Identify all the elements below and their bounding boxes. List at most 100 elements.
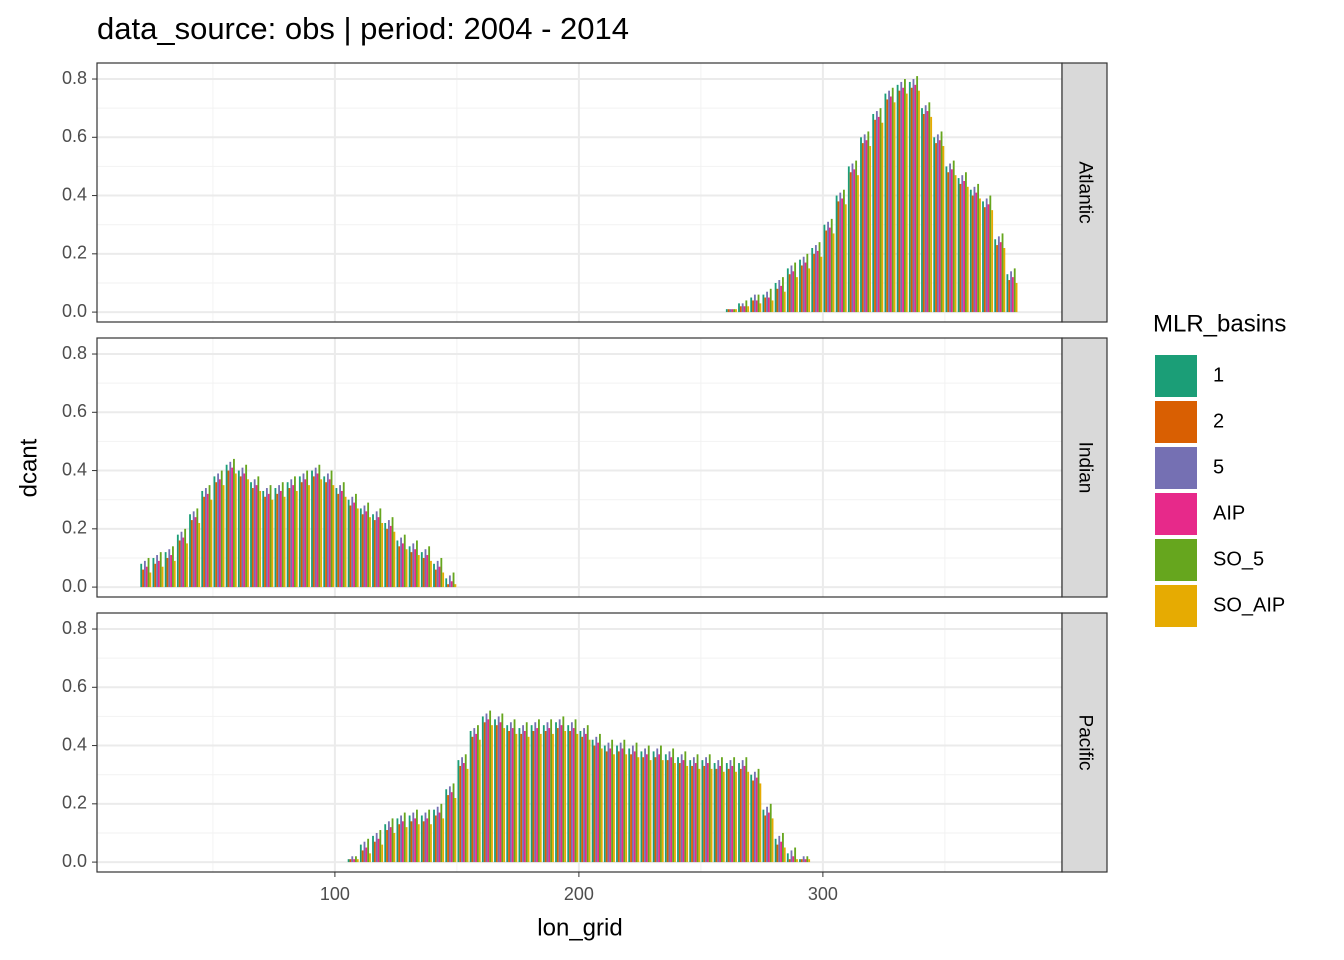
bar — [729, 760, 732, 863]
bar — [448, 786, 451, 863]
strip-label: Indian — [1074, 442, 1095, 494]
bar — [661, 760, 664, 863]
bar — [1015, 282, 1018, 313]
bar — [381, 523, 384, 588]
bar — [933, 137, 936, 313]
bar — [442, 818, 445, 863]
bar — [647, 745, 650, 863]
bar — [762, 294, 765, 313]
bar — [900, 81, 903, 313]
bar — [849, 172, 852, 313]
bar — [278, 485, 280, 588]
bar — [436, 806, 439, 863]
bar — [950, 169, 953, 313]
bar — [853, 169, 856, 313]
bar — [739, 768, 742, 863]
bar — [306, 470, 309, 588]
bar — [611, 739, 614, 863]
bar — [886, 99, 889, 313]
bar — [312, 476, 315, 588]
bar — [576, 733, 579, 863]
bar — [208, 485, 211, 588]
legend-key — [1155, 401, 1197, 443]
bar — [914, 84, 917, 313]
bar — [593, 745, 596, 863]
bar — [694, 763, 697, 863]
bar — [774, 282, 777, 313]
bar — [508, 730, 510, 863]
bar — [910, 87, 913, 313]
bar — [332, 485, 335, 588]
bar — [739, 306, 742, 313]
bar — [1001, 233, 1004, 313]
bar — [616, 745, 618, 863]
bar — [583, 728, 585, 863]
bar — [783, 847, 786, 863]
bar — [780, 285, 783, 313]
bar — [462, 763, 465, 863]
bar — [152, 557, 155, 588]
bar — [1003, 248, 1006, 313]
bar — [536, 728, 539, 863]
bar — [555, 722, 557, 863]
bar — [442, 572, 445, 588]
bar — [271, 499, 274, 588]
bar — [928, 102, 931, 313]
bar — [156, 555, 158, 588]
bar — [251, 488, 254, 588]
bar — [405, 827, 408, 863]
bar — [692, 757, 695, 863]
bar — [391, 517, 394, 588]
bar — [400, 815, 402, 863]
bar — [161, 566, 164, 588]
bar — [198, 523, 201, 588]
bar — [483, 722, 486, 863]
bar — [527, 736, 530, 863]
bar — [930, 116, 933, 313]
bar — [776, 844, 779, 863]
bar — [764, 815, 767, 863]
y-tick-label: 0.8 — [62, 343, 87, 363]
bar — [820, 256, 823, 313]
bar — [189, 514, 191, 588]
bar — [262, 490, 265, 588]
bar — [379, 508, 382, 588]
bar — [433, 563, 435, 588]
bar — [921, 108, 923, 313]
bar — [159, 552, 162, 588]
bar — [922, 113, 925, 313]
bar — [1013, 268, 1016, 313]
bar — [757, 768, 760, 863]
bar — [426, 555, 429, 588]
bar — [738, 763, 740, 863]
bar — [788, 274, 791, 313]
bar — [804, 859, 807, 863]
bar — [495, 725, 498, 863]
bar — [176, 534, 179, 588]
bar — [450, 581, 453, 588]
bar — [916, 76, 919, 313]
bar — [621, 748, 624, 863]
strip — [1061, 612, 1108, 873]
bar — [600, 748, 603, 863]
bar — [422, 557, 425, 588]
bar — [741, 303, 744, 313]
bar — [434, 815, 437, 863]
bar — [318, 464, 321, 588]
bar — [705, 757, 707, 863]
bar — [983, 207, 986, 313]
bar — [652, 751, 655, 863]
bar — [800, 265, 803, 313]
bar — [166, 557, 169, 588]
bar — [912, 79, 915, 313]
bar — [924, 105, 927, 313]
bar — [884, 93, 887, 313]
bar — [755, 300, 758, 313]
bar — [222, 485, 225, 588]
bar — [344, 496, 347, 588]
bar — [558, 719, 561, 863]
bar — [452, 572, 455, 588]
bar — [851, 163, 854, 313]
bar — [725, 309, 728, 313]
bar — [143, 560, 146, 588]
